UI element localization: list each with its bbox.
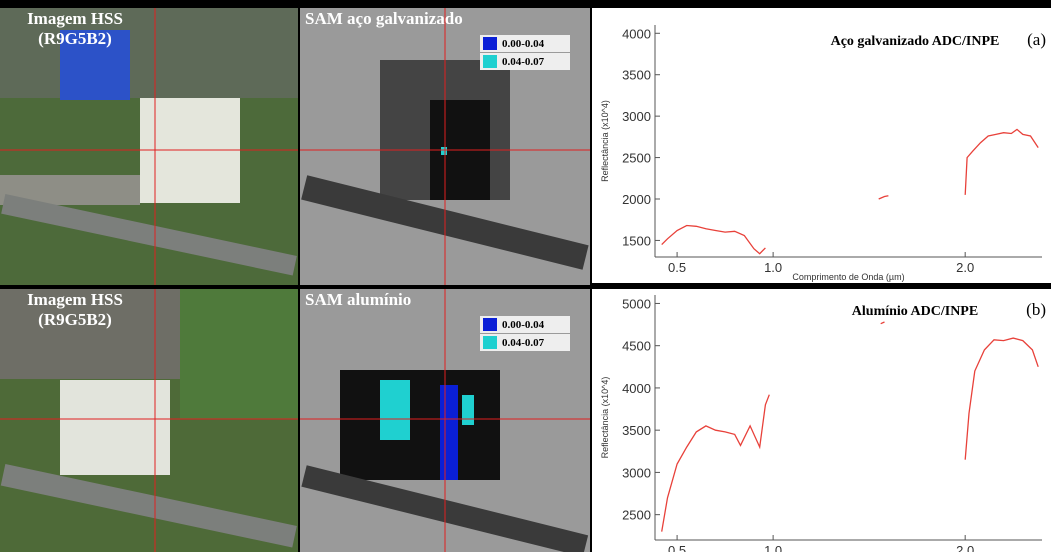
y-tick-label: 2500: [622, 508, 651, 523]
y-tick-label: 3500: [622, 423, 651, 438]
y-tick-label: 3000: [622, 465, 651, 480]
y-tick-label: 3000: [622, 109, 651, 124]
image-panel: [0, 8, 298, 285]
panel-title: Imagem HSS: [27, 290, 123, 309]
chart-annotation: (b): [1026, 300, 1046, 319]
legend-label: 0.00-0.04: [502, 319, 545, 331]
panel-title: SAM aço galvanizado: [305, 9, 463, 28]
y-tick-label: 3500: [622, 68, 651, 83]
figure: Imagem HSS(R9G5B2)SAM aço galvanizado0.0…: [0, 0, 1051, 552]
chart-title: Alumínio ADC/INPE: [852, 304, 978, 319]
chart-annotation: (a): [1027, 30, 1046, 49]
legend-label: 0.04-0.07: [502, 56, 545, 68]
y-tick-label: 2000: [622, 192, 651, 207]
y-tick-label: 2500: [622, 151, 651, 166]
panel-title: Imagem HSS: [27, 9, 123, 28]
x-tick-label: 2.0: [956, 543, 974, 552]
x-tick-label: 0.5: [668, 543, 686, 552]
legend-label: 0.04-0.07: [502, 337, 545, 349]
y-tick-label: 4000: [622, 26, 651, 41]
x-tick-label: 1.0: [764, 260, 782, 275]
legend-swatch: [483, 55, 497, 68]
panel-title: SAM alumínio: [305, 290, 411, 309]
y-axis-label: Reflectância (x10^4): [600, 100, 610, 182]
panel-subtitle: (R9G5B2): [38, 310, 112, 329]
chart-bg: [592, 8, 1051, 283]
legend-label: 0.00-0.04: [502, 38, 545, 50]
panel-subtitle: (R9G5B2): [38, 29, 112, 48]
x-tick-label: 0.5: [668, 260, 686, 275]
y-tick-label: 4500: [622, 339, 651, 354]
chart-bg: [592, 289, 1051, 552]
x-axis-label: Comprimento de Onda (µm): [792, 272, 904, 282]
legend-swatch: [483, 336, 497, 349]
legend-swatch: [483, 318, 497, 331]
y-axis-label: Reflectância (x10^4): [600, 377, 610, 459]
y-tick-label: 5000: [622, 296, 651, 311]
chart-title: Aço galvanizado ADC/INPE: [831, 34, 1000, 49]
y-tick-label: 4000: [622, 381, 651, 396]
y-tick-label: 1500: [622, 233, 651, 248]
x-tick-label: 2.0: [956, 260, 974, 275]
x-tick-label: 1.0: [764, 543, 782, 552]
legend-swatch: [483, 37, 497, 50]
